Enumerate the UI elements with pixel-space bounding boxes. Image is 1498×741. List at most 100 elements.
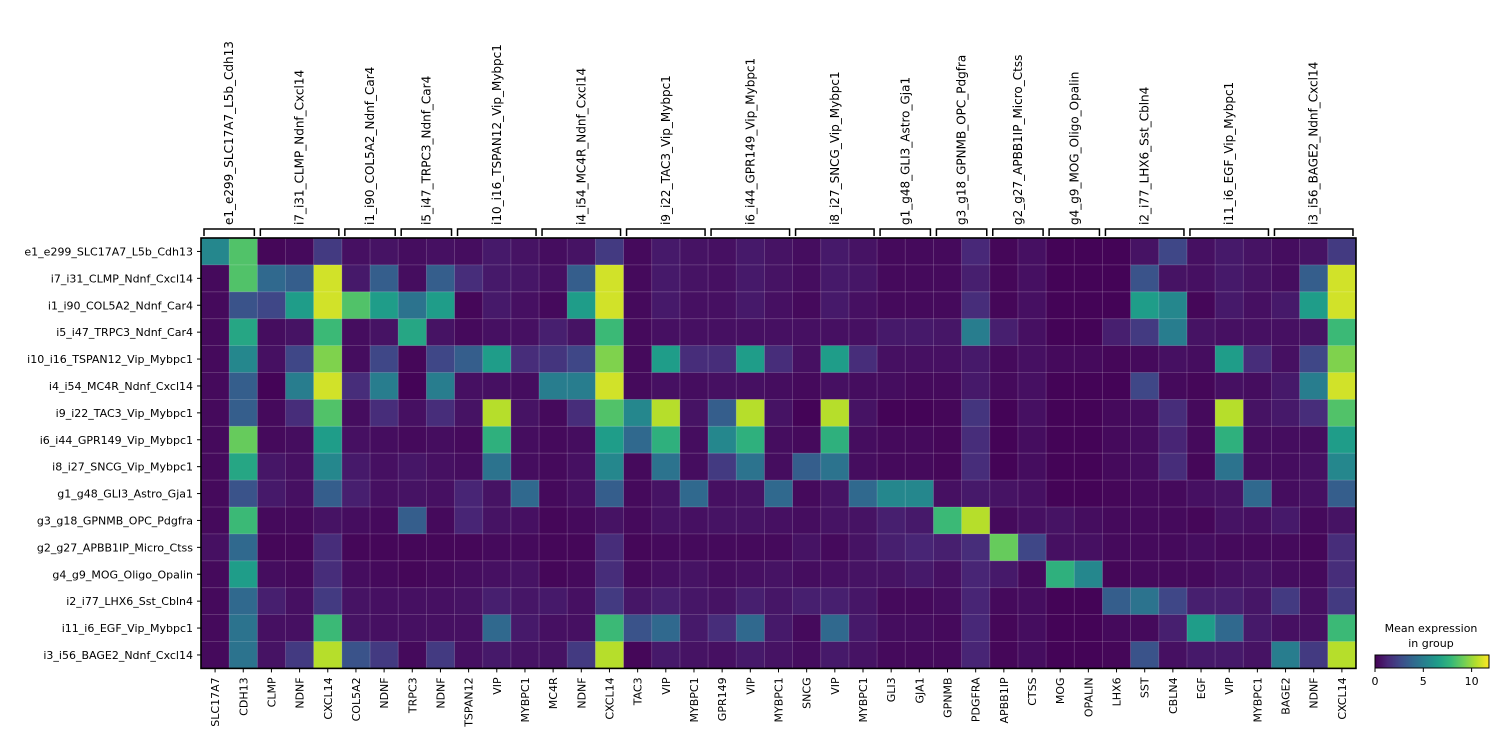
heatmap-cell xyxy=(1102,453,1132,481)
heatmap-cell xyxy=(736,533,765,562)
heatmap-cell xyxy=(229,587,258,616)
heatmap-cell xyxy=(820,641,850,669)
heatmap-cell xyxy=(877,480,906,508)
heatmap-cell xyxy=(764,372,794,400)
heatmap-cell xyxy=(651,291,681,320)
heatmap-cell xyxy=(1074,372,1104,400)
heatmap-cell xyxy=(651,426,681,454)
heatmap-cell xyxy=(539,533,568,562)
heatmap-cell xyxy=(1299,614,1329,643)
heatmap-cell xyxy=(567,587,596,616)
heatmap-cell xyxy=(1243,614,1273,643)
heatmap-cell xyxy=(961,291,991,320)
group-bracket xyxy=(1104,228,1185,236)
column-label: CLMP xyxy=(265,677,278,707)
heatmap-cell xyxy=(933,533,963,562)
heatmap-cell xyxy=(623,345,653,374)
heatmap-cell xyxy=(792,587,822,616)
heatmap-cell xyxy=(651,533,681,562)
heatmap-cell xyxy=(764,480,794,508)
heatmap-cell xyxy=(1186,587,1216,616)
heatmap-cell xyxy=(482,291,512,320)
heatmap-cell xyxy=(426,399,456,427)
heatmap-cell xyxy=(341,372,371,400)
heatmap-cell xyxy=(510,372,540,400)
heatmap-cell xyxy=(792,238,822,266)
heatmap-cell xyxy=(1158,345,1188,374)
heatmap-cell xyxy=(736,587,765,616)
heatmap-cell xyxy=(454,614,484,643)
heatmap-cell xyxy=(341,507,371,535)
heatmap-cell xyxy=(708,345,737,374)
heatmap-cell xyxy=(989,533,1019,562)
heatmap-cell xyxy=(454,641,484,669)
row-label: i1_i90_COL5A2_Ndnf_Car4 xyxy=(48,299,193,312)
heatmap-cell xyxy=(1271,291,1301,320)
heatmap-cell xyxy=(454,560,484,589)
heatmap-cell xyxy=(848,587,878,616)
heatmap-cell xyxy=(313,453,343,481)
heatmap-cell xyxy=(482,641,512,669)
heatmap-cell xyxy=(257,264,287,293)
heatmap-cell xyxy=(933,480,963,508)
heatmap-cell xyxy=(1215,291,1244,320)
column-label: VIP xyxy=(660,677,673,695)
heatmap-cell xyxy=(285,372,315,400)
heatmap-cell xyxy=(736,318,765,347)
heatmap-cell xyxy=(848,614,878,643)
heatmap-cell xyxy=(1243,264,1273,293)
heatmap-cell xyxy=(1102,372,1132,400)
heatmap-cell xyxy=(539,587,568,616)
heatmap-cell xyxy=(257,372,287,400)
heatmap-cell xyxy=(961,372,991,400)
heatmap-cell xyxy=(285,345,315,374)
heatmap-cell xyxy=(1243,641,1273,669)
heatmap-cell xyxy=(933,372,963,400)
heatmap-cell xyxy=(1130,345,1160,374)
group-bracket xyxy=(794,228,875,236)
heatmap-cell xyxy=(341,587,371,616)
heatmap-cell xyxy=(848,533,878,562)
group-label: i10_i16_TSPAN12_Vip_Mybpc1 xyxy=(490,44,504,225)
heatmap-cell xyxy=(792,318,822,347)
group-label: i1_i90_COL5A2_Ndnf_Car4 xyxy=(363,67,377,225)
heatmap-cell xyxy=(933,587,963,616)
heatmap-cell xyxy=(1102,399,1132,427)
heatmap-cell xyxy=(1186,533,1216,562)
heatmap-cell xyxy=(1046,560,1075,589)
heatmap-cell xyxy=(285,480,315,508)
heatmap-cell xyxy=(1271,345,1301,374)
heatmap-cell xyxy=(764,641,794,669)
heatmap-cell xyxy=(905,345,935,374)
heatmap-cell xyxy=(595,641,625,669)
heatmap-cell xyxy=(1102,533,1132,562)
heatmap-cell xyxy=(313,345,343,374)
heatmap-cell xyxy=(820,587,850,616)
heatmap-cell xyxy=(1243,587,1273,616)
heatmap-cell xyxy=(1186,264,1216,293)
heatmap-cell xyxy=(1271,426,1301,454)
heatmap-cell xyxy=(708,399,737,427)
heatmap-cell xyxy=(482,345,512,374)
column-label: VIP xyxy=(829,677,842,695)
heatmap-cell xyxy=(285,238,315,266)
heatmap-cell xyxy=(1327,533,1357,562)
heatmap-cell xyxy=(201,560,230,589)
heatmap-cell xyxy=(679,291,709,320)
heatmap-cell xyxy=(201,587,230,616)
heatmap-cell xyxy=(989,345,1019,374)
heatmap-cell xyxy=(426,614,456,643)
column-label: SLC17A7 xyxy=(209,677,222,726)
heatmap-cell xyxy=(1074,238,1104,266)
heatmap-cell xyxy=(1074,641,1104,669)
heatmap-cell xyxy=(313,238,343,266)
heatmap-cell xyxy=(792,480,822,508)
heatmap-cell xyxy=(1271,480,1301,508)
heatmap-cell xyxy=(341,614,371,643)
heatmap-cell xyxy=(623,533,653,562)
heatmap-cell xyxy=(370,426,399,454)
heatmap-cell xyxy=(989,641,1019,669)
heatmap-cell xyxy=(1271,264,1301,293)
heatmap-cell xyxy=(679,560,709,589)
heatmap-cell xyxy=(877,291,906,320)
